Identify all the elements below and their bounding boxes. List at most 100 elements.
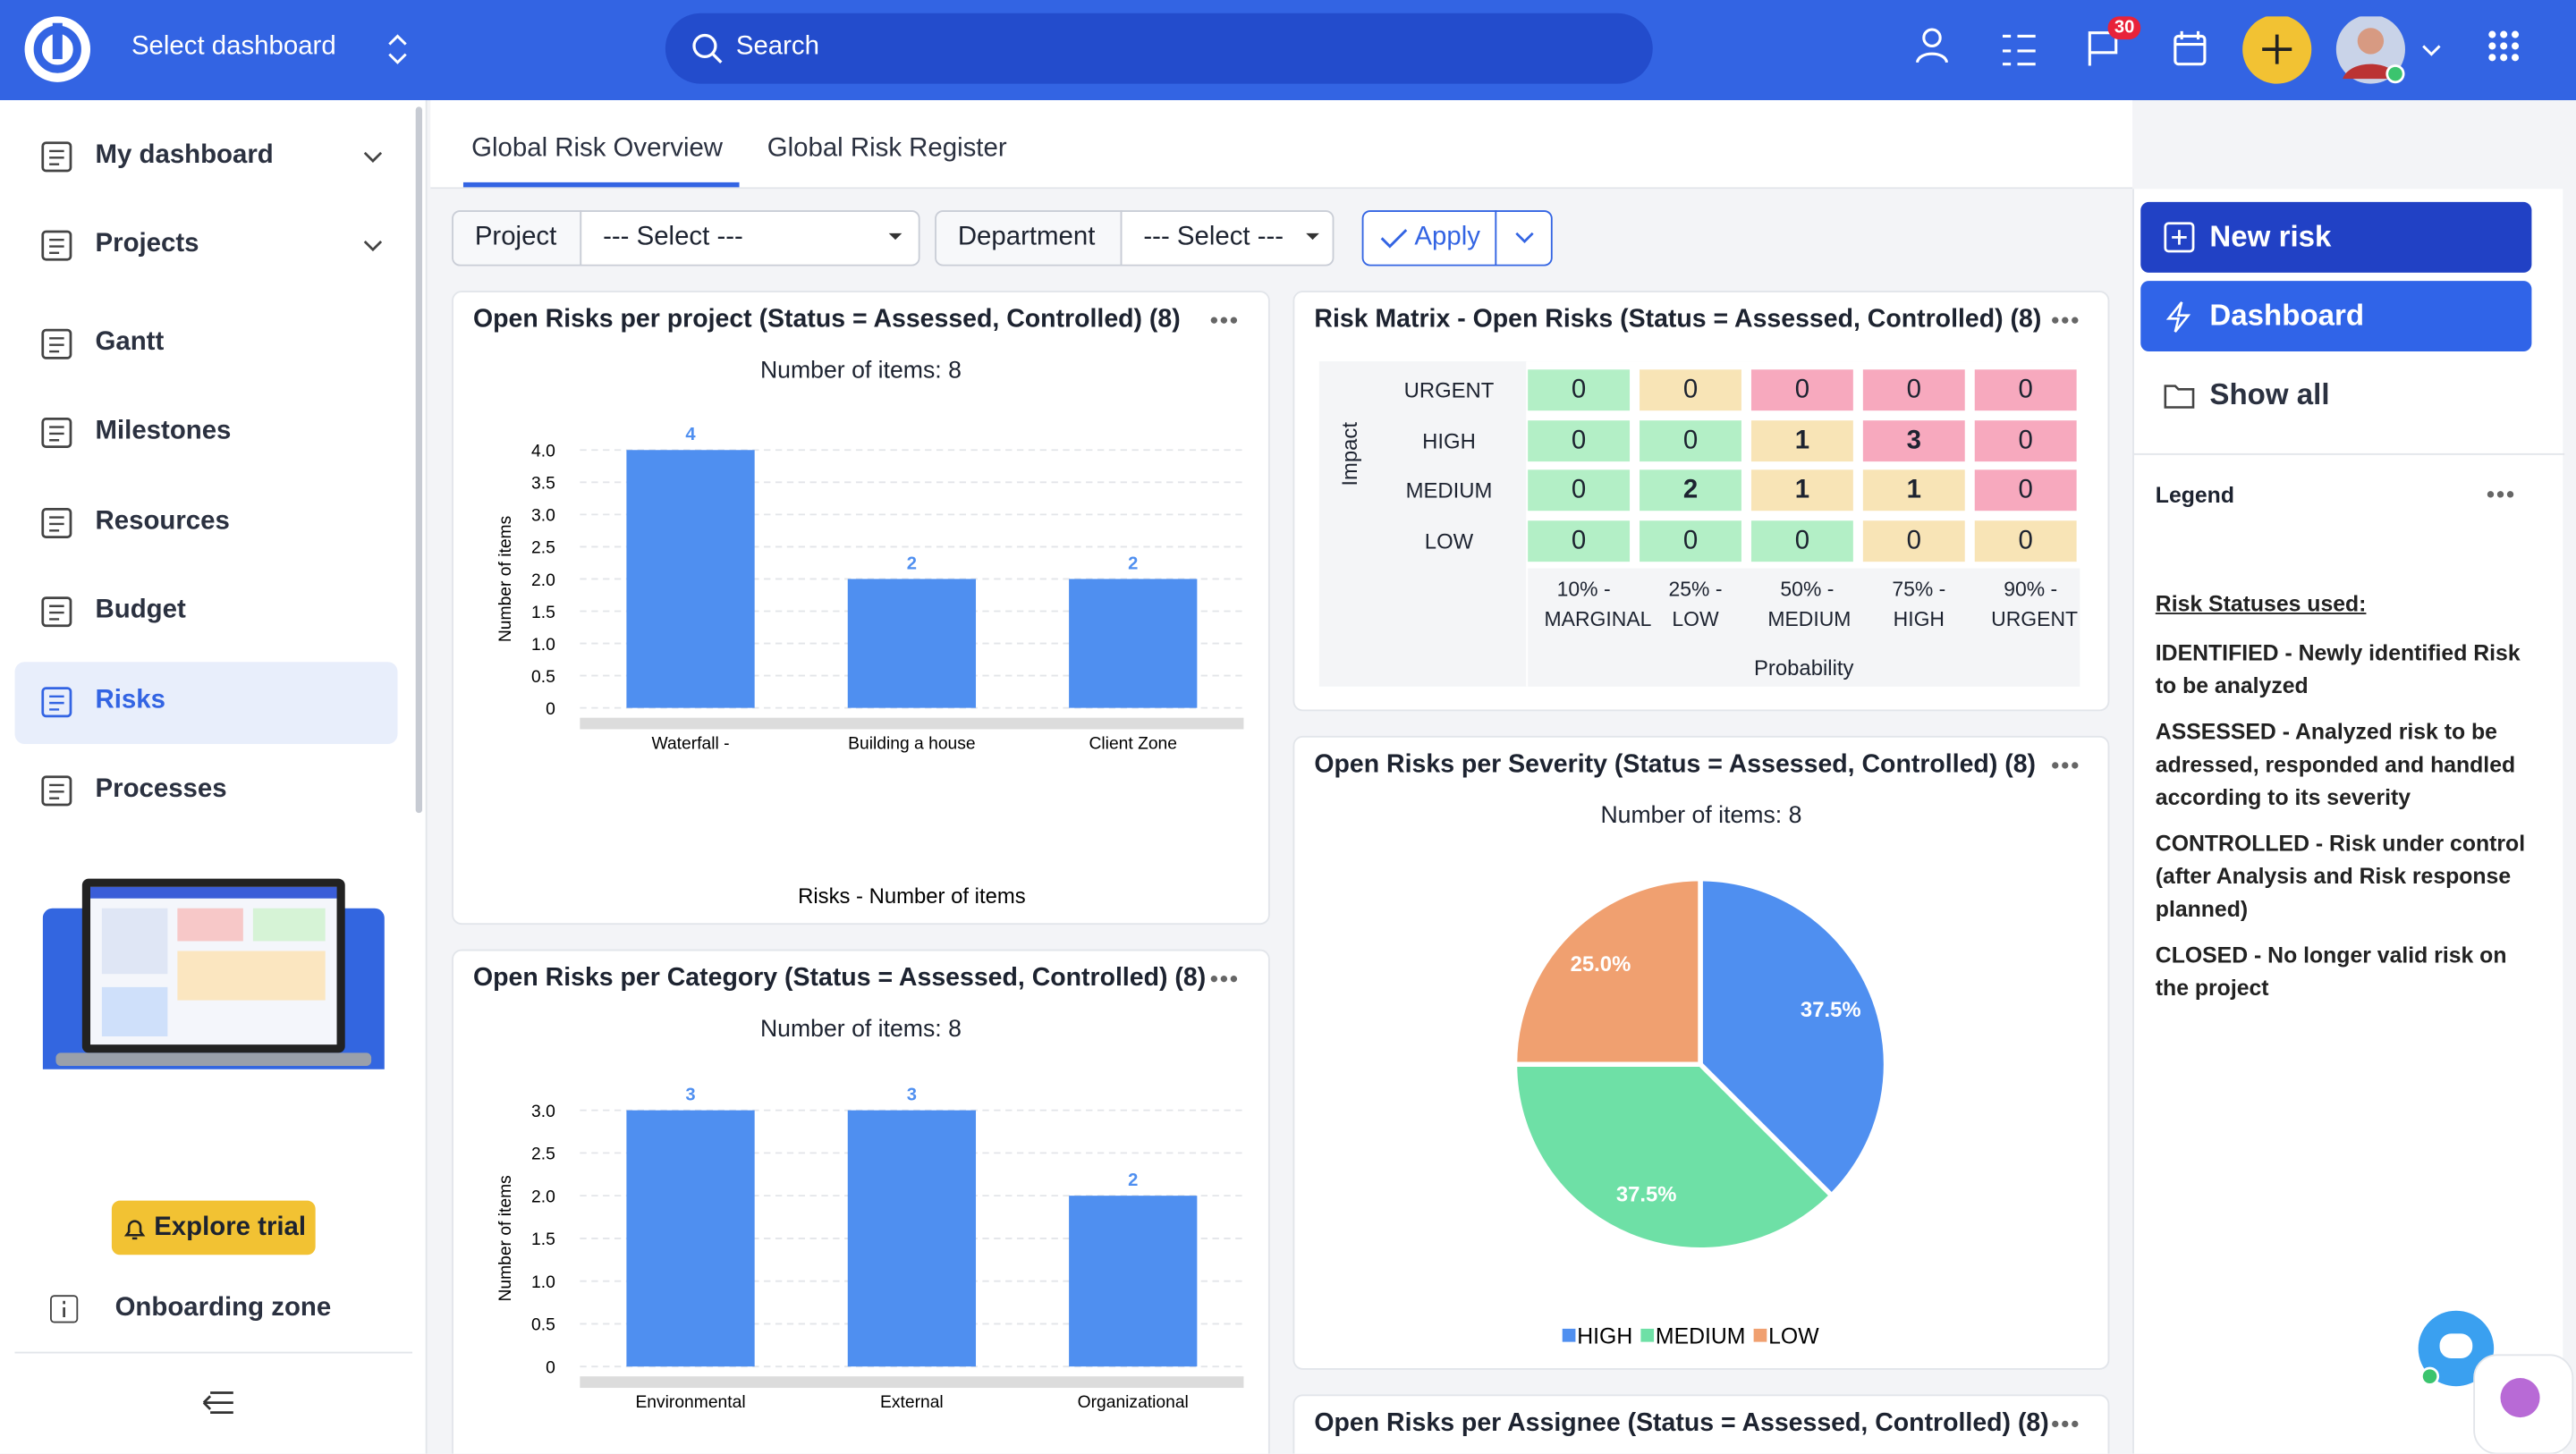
- sidebar: Get the most of your Easy Redmine! Explo…: [0, 100, 428, 1454]
- collapse-icon[interactable]: [194, 1388, 237, 1417]
- notification-badge: 30: [2107, 16, 2141, 40]
- dashboard-button[interactable]: Dashboard: [2140, 281, 2532, 352]
- y-tick-label: 2.0: [531, 571, 555, 590]
- x-tick-label: Organizational: [1078, 1393, 1189, 1412]
- nav-item[interactable]: Milestones: [95, 417, 232, 445]
- status-description: - No longer valid risk on the project: [2155, 943, 2507, 1001]
- probability-level: 90% - URGENT: [1991, 578, 2079, 631]
- bar-value-label: 4: [685, 425, 696, 444]
- tab[interactable]: Global Risk Register: [767, 134, 1007, 163]
- widget-menu[interactable]: [2052, 762, 2079, 769]
- widget-menu[interactable]: [1210, 317, 1238, 324]
- tab-active[interactable]: Global Risk Overview: [471, 134, 724, 163]
- matrix-cell: 0: [1974, 419, 2077, 461]
- menu-dot: [2072, 317, 2079, 324]
- widget-title: Open Risks per Category (Status = Assess…: [472, 964, 1207, 993]
- y-axis-title: Number of items: [496, 1175, 515, 1301]
- matrix-cell: 0: [1750, 369, 1853, 411]
- x-tick-label: External: [880, 1393, 944, 1412]
- matrix-cell: 0: [1640, 419, 1741, 461]
- status-description: - Analyzed risk to be adressed, responde…: [2155, 719, 2516, 810]
- apply-label: Apply: [1414, 223, 1480, 252]
- widget-menu[interactable]: [2470, 471, 2532, 517]
- nav-icon: [41, 596, 72, 628]
- y-tick-label: 3.0: [531, 1103, 555, 1121]
- explore-trial-button[interactable]: Explore trial: [111, 1200, 316, 1255]
- new-risk-button[interactable]: New risk: [2140, 201, 2532, 273]
- matrix-cell: 1: [1750, 419, 1853, 461]
- y-tick-label: 2.5: [531, 539, 555, 558]
- nav-item[interactable]: Risks: [95, 686, 165, 714]
- widget-menu[interactable]: [2052, 1420, 2079, 1428]
- bar: [847, 579, 977, 708]
- chevron: [1515, 232, 1534, 243]
- bar: [847, 1110, 977, 1367]
- onboarding-zone[interactable]: Onboarding zone: [114, 1294, 332, 1323]
- nav-item[interactable]: Projects: [95, 230, 199, 258]
- y-tick-label: 2.5: [531, 1145, 555, 1164]
- widget-menu[interactable]: [2052, 317, 2079, 324]
- menu-dot: [2062, 317, 2069, 324]
- nav-icon: [41, 230, 72, 261]
- nav-item[interactable]: Gantt: [95, 328, 165, 357]
- nav-item[interactable]: Resources: [95, 507, 230, 536]
- matrix-cell: 0: [1528, 419, 1631, 461]
- nav-item[interactable]: Budget: [95, 596, 186, 624]
- pie-slice: [1512, 875, 1703, 1067]
- legend-item: CLOSED - No longer valid risk on the pro…: [2156, 940, 2540, 1005]
- top-bar: Select dashboard Search 30: [0, 0, 2576, 101]
- status-term: CLOSED: [2155, 943, 2249, 968]
- nav-item[interactable]: Processes: [95, 774, 227, 804]
- widget-menu[interactable]: [1210, 976, 1238, 983]
- select-arrows[interactable]: [385, 30, 411, 69]
- slice-label: 37.5%: [1801, 998, 1861, 1022]
- bar-value-label: 3: [685, 1086, 695, 1105]
- impact-level: LOW: [1424, 528, 1474, 554]
- impact-level: HIGH: [1422, 427, 1476, 453]
- icon-shape: [49, 516, 64, 532]
- menu-dot: [2052, 1420, 2059, 1428]
- department-select[interactable]: --- Select ---: [1120, 210, 1335, 266]
- icon-shape: [41, 508, 72, 538]
- matrix-cell: 1: [1750, 469, 1853, 511]
- project-select[interactable]: --- Select ---: [580, 210, 920, 266]
- icon-shape: [41, 417, 72, 448]
- legend-heading: Risk Statuses used:: [2155, 591, 2367, 616]
- matrix-cell: 0: [1640, 520, 1741, 562]
- x-axis-band: [580, 1376, 1244, 1389]
- legend-item: IDENTIFIED - Newly identified Risk to be…: [2156, 638, 2540, 703]
- legend-label: LOW: [1768, 1324, 1819, 1348]
- promo-laptop: [42, 878, 385, 1069]
- slice-label: 37.5%: [1616, 1182, 1677, 1206]
- icon-shape: [49, 149, 64, 165]
- status-term: ASSESSED: [2155, 719, 2276, 745]
- chart-subtitle: Number of items: 8: [759, 1016, 962, 1044]
- dashboard-select[interactable]: Select dashboard: [131, 32, 336, 61]
- chat-widgets[interactable]: [2415, 1309, 2576, 1454]
- show-all[interactable]: Show all: [2209, 377, 2330, 411]
- legend-item: ASSESSED - Analyzed risk to be adressed,…: [2156, 716, 2540, 815]
- active-highlight: [14, 662, 398, 745]
- search-bar[interactable]: Search: [665, 13, 1653, 84]
- menu-dot: [1230, 976, 1238, 983]
- nav-icon: [41, 775, 72, 807]
- legend-swatch: [1562, 1328, 1576, 1342]
- nav-icon: [41, 687, 72, 718]
- y-tick-label: 1.0: [531, 636, 555, 655]
- apply-button[interactable]: Apply: [1361, 210, 1497, 266]
- nav-item[interactable]: My dashboard: [95, 140, 274, 170]
- bar: [1069, 1196, 1198, 1367]
- widget-assignee: [1292, 1394, 2110, 1454]
- legend-label: HIGH: [1577, 1324, 1632, 1348]
- apply-options[interactable]: [1495, 210, 1553, 266]
- status-description: - Newly identified Risk to be analyzed: [2155, 640, 2521, 698]
- y-tick-label: 1.5: [531, 604, 555, 622]
- menu-dot: [1230, 317, 1238, 324]
- project-label: Project: [452, 210, 582, 266]
- matrix-cell: 0: [1974, 520, 2077, 562]
- icon-shape: [41, 775, 72, 807]
- matrix-cell: 0: [1750, 520, 1853, 562]
- menu-dot: [2062, 762, 2069, 769]
